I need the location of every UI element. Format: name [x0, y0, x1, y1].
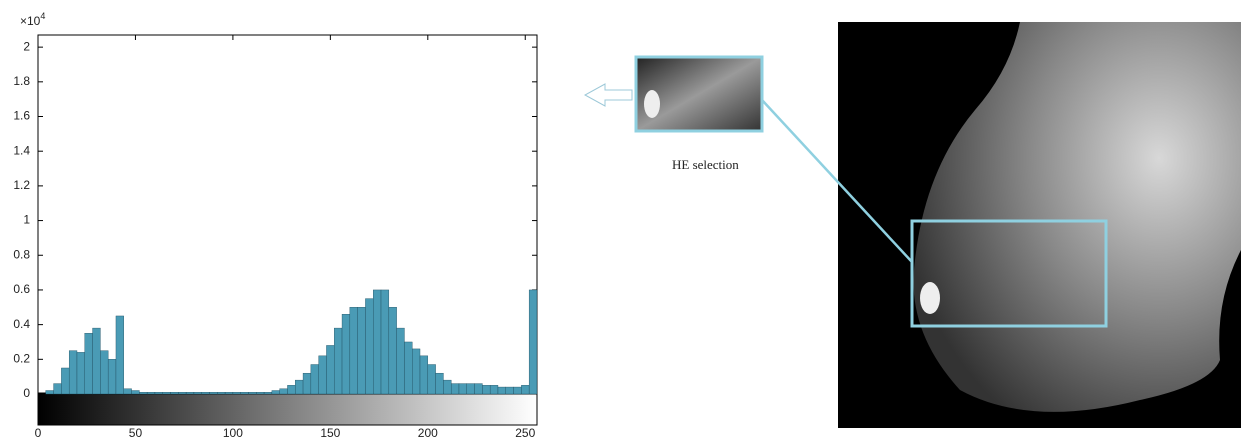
y-tick-label: 1.8 — [13, 74, 30, 88]
y-tick-label: 0 — [23, 386, 30, 400]
x-tick-label: 150 — [320, 426, 340, 440]
bar — [505, 386, 514, 395]
bar — [521, 385, 530, 395]
y-tick-label: 0.8 — [13, 247, 30, 261]
bar — [334, 327, 343, 395]
y-tick-label: 1.2 — [13, 178, 30, 192]
bar — [271, 390, 280, 395]
bar — [318, 355, 327, 395]
y-tick-label: 0.2 — [13, 351, 30, 365]
bar — [513, 386, 522, 395]
connector-line — [761, 99, 913, 263]
bar — [232, 392, 241, 395]
bar — [474, 383, 483, 395]
breast-tissue — [913, 22, 1241, 412]
bar — [263, 392, 273, 395]
bar — [427, 364, 436, 395]
bar — [201, 392, 210, 395]
bar — [139, 392, 148, 395]
bar — [123, 388, 132, 395]
thumbnail-highlight — [644, 90, 660, 118]
bar — [131, 390, 140, 395]
bar — [170, 392, 179, 395]
bar — [61, 367, 70, 395]
x-tick-label: 50 — [129, 426, 143, 440]
bar — [154, 392, 163, 395]
x-tick-label: 200 — [418, 426, 438, 440]
bar — [107, 359, 117, 395]
y-tick-label: 1 — [23, 213, 30, 227]
bar — [193, 392, 202, 395]
y-tick-label: 1.6 — [13, 109, 30, 123]
y-tick-label: 1.4 — [13, 143, 30, 157]
bar — [497, 386, 506, 395]
x-tick-label: 100 — [223, 426, 243, 440]
bar — [76, 352, 85, 395]
y-multiplier-exponent: 4 — [40, 11, 45, 21]
bar — [240, 392, 249, 395]
y-multiplier-base: ×10 — [20, 14, 41, 28]
bar — [341, 314, 351, 395]
bar — [380, 289, 390, 395]
bar — [419, 355, 429, 395]
y-tick-label: 2 — [23, 39, 30, 53]
bar — [92, 327, 101, 395]
x-tick-label: 250 — [515, 426, 535, 440]
bar — [185, 392, 195, 395]
bar — [84, 333, 93, 395]
bar — [256, 392, 265, 395]
axes-box — [37, 34, 538, 395]
bar — [178, 392, 187, 395]
bar — [528, 289, 538, 395]
y-tick-label: 0.6 — [13, 282, 30, 296]
bar — [373, 289, 382, 395]
bar — [100, 350, 109, 395]
bar — [287, 385, 296, 395]
bar — [357, 307, 366, 395]
bar — [279, 388, 288, 395]
bar — [68, 350, 78, 395]
bar — [45, 390, 54, 395]
bar — [209, 392, 218, 395]
selection-box — [910, 219, 1108, 328]
bar — [53, 383, 62, 395]
y-tick-label: 0.4 — [13, 317, 30, 331]
bar — [466, 383, 475, 395]
bar — [450, 383, 460, 395]
bar — [310, 364, 319, 395]
bar — [162, 392, 171, 395]
colorbar — [37, 392, 538, 426]
bar — [435, 372, 444, 395]
bar — [458, 383, 467, 395]
bar — [482, 385, 491, 395]
bar — [326, 345, 335, 395]
bar — [412, 348, 421, 395]
bar — [224, 392, 234, 395]
arrow — [583, 83, 633, 107]
bar — [115, 315, 124, 395]
bar — [217, 392, 226, 395]
bar — [388, 307, 397, 395]
annotation: HE selection — [672, 157, 739, 172]
tissue-highlight — [920, 282, 940, 314]
x-tick-label: 0 — [35, 426, 42, 440]
bar — [302, 372, 312, 395]
bar — [489, 385, 499, 395]
bar — [365, 298, 374, 395]
bar — [443, 379, 452, 395]
bar — [396, 327, 405, 395]
bar — [295, 379, 304, 395]
bar — [404, 341, 413, 395]
bar — [248, 392, 257, 395]
y-multiplier: ×104 — [20, 11, 45, 28]
bar — [146, 392, 156, 395]
bar — [349, 307, 358, 395]
